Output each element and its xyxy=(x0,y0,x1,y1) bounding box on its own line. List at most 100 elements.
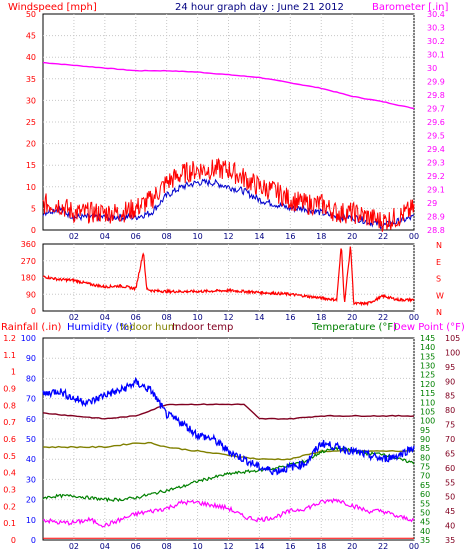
rain-tick-label: 1 xyxy=(11,368,16,377)
temperature-tick-label: 115 xyxy=(420,389,435,398)
x-tick-label-wind: 10 xyxy=(192,232,202,241)
compass-label: N xyxy=(436,308,442,317)
baro-tick-label: 30.2 xyxy=(427,37,445,46)
rain-tick-label: 0.4 xyxy=(3,469,16,478)
temperature-tick-label: 125 xyxy=(420,371,435,380)
baro-tick-label: 30.4 xyxy=(427,10,445,19)
humidity-tick-label: 40 xyxy=(26,455,36,464)
temperature-tick-label: 65 xyxy=(420,481,430,490)
x-tick-label-dir: 06 xyxy=(131,313,141,322)
temperature-axis-label: Temperature (°F) xyxy=(311,322,397,333)
compass-label: E xyxy=(436,258,441,267)
temperature-tick-label: 45 xyxy=(420,518,430,527)
humidity-tick-label: 20 xyxy=(26,496,36,505)
wind-tick-label: 40 xyxy=(26,53,36,62)
dewpoint-tick-label: 105 xyxy=(445,334,460,343)
temperature-tick-label: 135 xyxy=(420,352,435,361)
indoor-temp-label: Indoor temp xyxy=(172,322,233,333)
direction-tick-label: 90 xyxy=(26,290,36,299)
humidity-axis-label: Humidity (%) xyxy=(67,322,133,333)
temperature-tick-label: 75 xyxy=(420,463,430,472)
dewpoint-tick-label: 80 xyxy=(445,406,455,415)
baro-tick-label: 28.9 xyxy=(427,213,445,222)
rain-tick-label: 1.1 xyxy=(3,351,16,360)
humidity-tick-label: 100 xyxy=(21,334,36,343)
x-tick-label-wind: 22 xyxy=(378,232,388,241)
x-tick-label-temp: 18 xyxy=(316,542,326,551)
wind-tick-label: 30 xyxy=(26,96,36,105)
x-tick-label-temp: 08 xyxy=(162,542,172,551)
dewpoint-tick-label: 75 xyxy=(445,421,455,430)
rain-tick-label: 0.3 xyxy=(3,486,16,495)
dewpoint-tick-label: 45 xyxy=(445,507,455,516)
baro-tick-label: 29.5 xyxy=(427,132,445,141)
direction-tick-label: 0 xyxy=(31,307,36,316)
temperature-tick-label: 60 xyxy=(420,490,430,499)
wind-tick-label: 15 xyxy=(26,161,36,170)
x-tick-label-temp: 12 xyxy=(223,542,233,551)
rain-tick-label: 0.2 xyxy=(3,502,16,511)
dewpoint-tick-label: 55 xyxy=(445,478,455,487)
compass-label: N xyxy=(436,241,442,250)
direction-tick-label: 180 xyxy=(21,274,36,283)
x-tick-label-wind: 00 xyxy=(409,232,419,241)
x-tick-label-wind: 12 xyxy=(223,232,233,241)
x-tick-label-dir: 16 xyxy=(285,313,295,322)
x-tick-label-temp: 20 xyxy=(347,542,357,551)
temperature-tick-label: 105 xyxy=(420,407,435,416)
baro-tick-label: 30 xyxy=(427,64,437,73)
dewpoint-tick-label: 100 xyxy=(445,348,460,357)
wind-tick-label: 45 xyxy=(26,32,36,41)
compass-label: S xyxy=(436,275,441,284)
wind-tick-label: 10 xyxy=(26,183,36,192)
windspeed-axis-label: Windspeed [mph] xyxy=(8,2,97,13)
wind-tick-label: 20 xyxy=(26,140,36,149)
direction-line xyxy=(42,246,415,307)
temperature-tick-label: 55 xyxy=(420,499,430,508)
temperature-tick-label: 110 xyxy=(420,398,435,407)
x-tick-label-dir: 20 xyxy=(347,313,357,322)
baro-tick-label: 29.9 xyxy=(427,78,445,87)
wind-tick-label: 5 xyxy=(31,204,36,213)
x-tick-label-wind: 18 xyxy=(316,232,326,241)
wind-tick-label: 25 xyxy=(26,118,36,127)
barometer-line xyxy=(42,61,415,110)
rain-tick-label: 0.6 xyxy=(3,435,16,444)
x-tick-label-dir: 14 xyxy=(254,313,264,322)
barometer-axis-label: Barometer [.in] xyxy=(372,2,448,13)
x-tick-label-temp: 06 xyxy=(131,542,141,551)
dewpoint-tick-label: 90 xyxy=(445,377,455,386)
indoor-hum-label: Indoor hum xyxy=(120,322,178,333)
dew-point-axis-label: Dew Point (°F) xyxy=(393,322,465,333)
temperature-tick-label: 85 xyxy=(420,444,430,453)
dewpoint-tick-label: 50 xyxy=(445,493,455,502)
x-tick-label-dir: 18 xyxy=(316,313,326,322)
direction-tick-label: 270 xyxy=(21,257,36,266)
chart-title: 24 hour graph day : June 21 2012 xyxy=(175,2,344,13)
temperature-tick-label: 70 xyxy=(420,472,430,481)
x-tick-label-temp: 16 xyxy=(285,542,295,551)
temperature-tick-label: 40 xyxy=(420,527,430,536)
temperature-tick-label: 90 xyxy=(420,435,430,444)
baro-tick-label: 29.1 xyxy=(427,186,445,195)
baro-tick-label: 29 xyxy=(427,199,437,208)
baro-tick-label: 29.7 xyxy=(427,105,445,114)
x-tick-label-dir: 22 xyxy=(378,313,388,322)
wind-tick-label: 0 xyxy=(31,226,36,235)
x-tick-label-temp: 04 xyxy=(100,542,110,551)
x-tick-label-wind: 02 xyxy=(69,232,79,241)
x-tick-label-dir: 12 xyxy=(223,313,233,322)
rain-tick-label: 0 xyxy=(11,536,16,545)
temperature-tick-label: 35 xyxy=(420,536,430,545)
temperature-tick-label: 80 xyxy=(420,453,430,462)
x-tick-label-dir: 08 xyxy=(162,313,172,322)
dewpoint-tick-label: 85 xyxy=(445,392,455,401)
indoor-temp-line xyxy=(42,403,415,420)
dewpoint-tick-label: 35 xyxy=(445,536,455,545)
x-tick-label-wind: 04 xyxy=(100,232,110,241)
x-tick-label-dir: 10 xyxy=(192,313,202,322)
windspeed-line xyxy=(42,157,415,232)
baro-tick-label: 30.3 xyxy=(427,24,445,33)
rain-tick-label: 0.9 xyxy=(3,385,16,394)
temperature-tick-label: 145 xyxy=(420,334,435,343)
